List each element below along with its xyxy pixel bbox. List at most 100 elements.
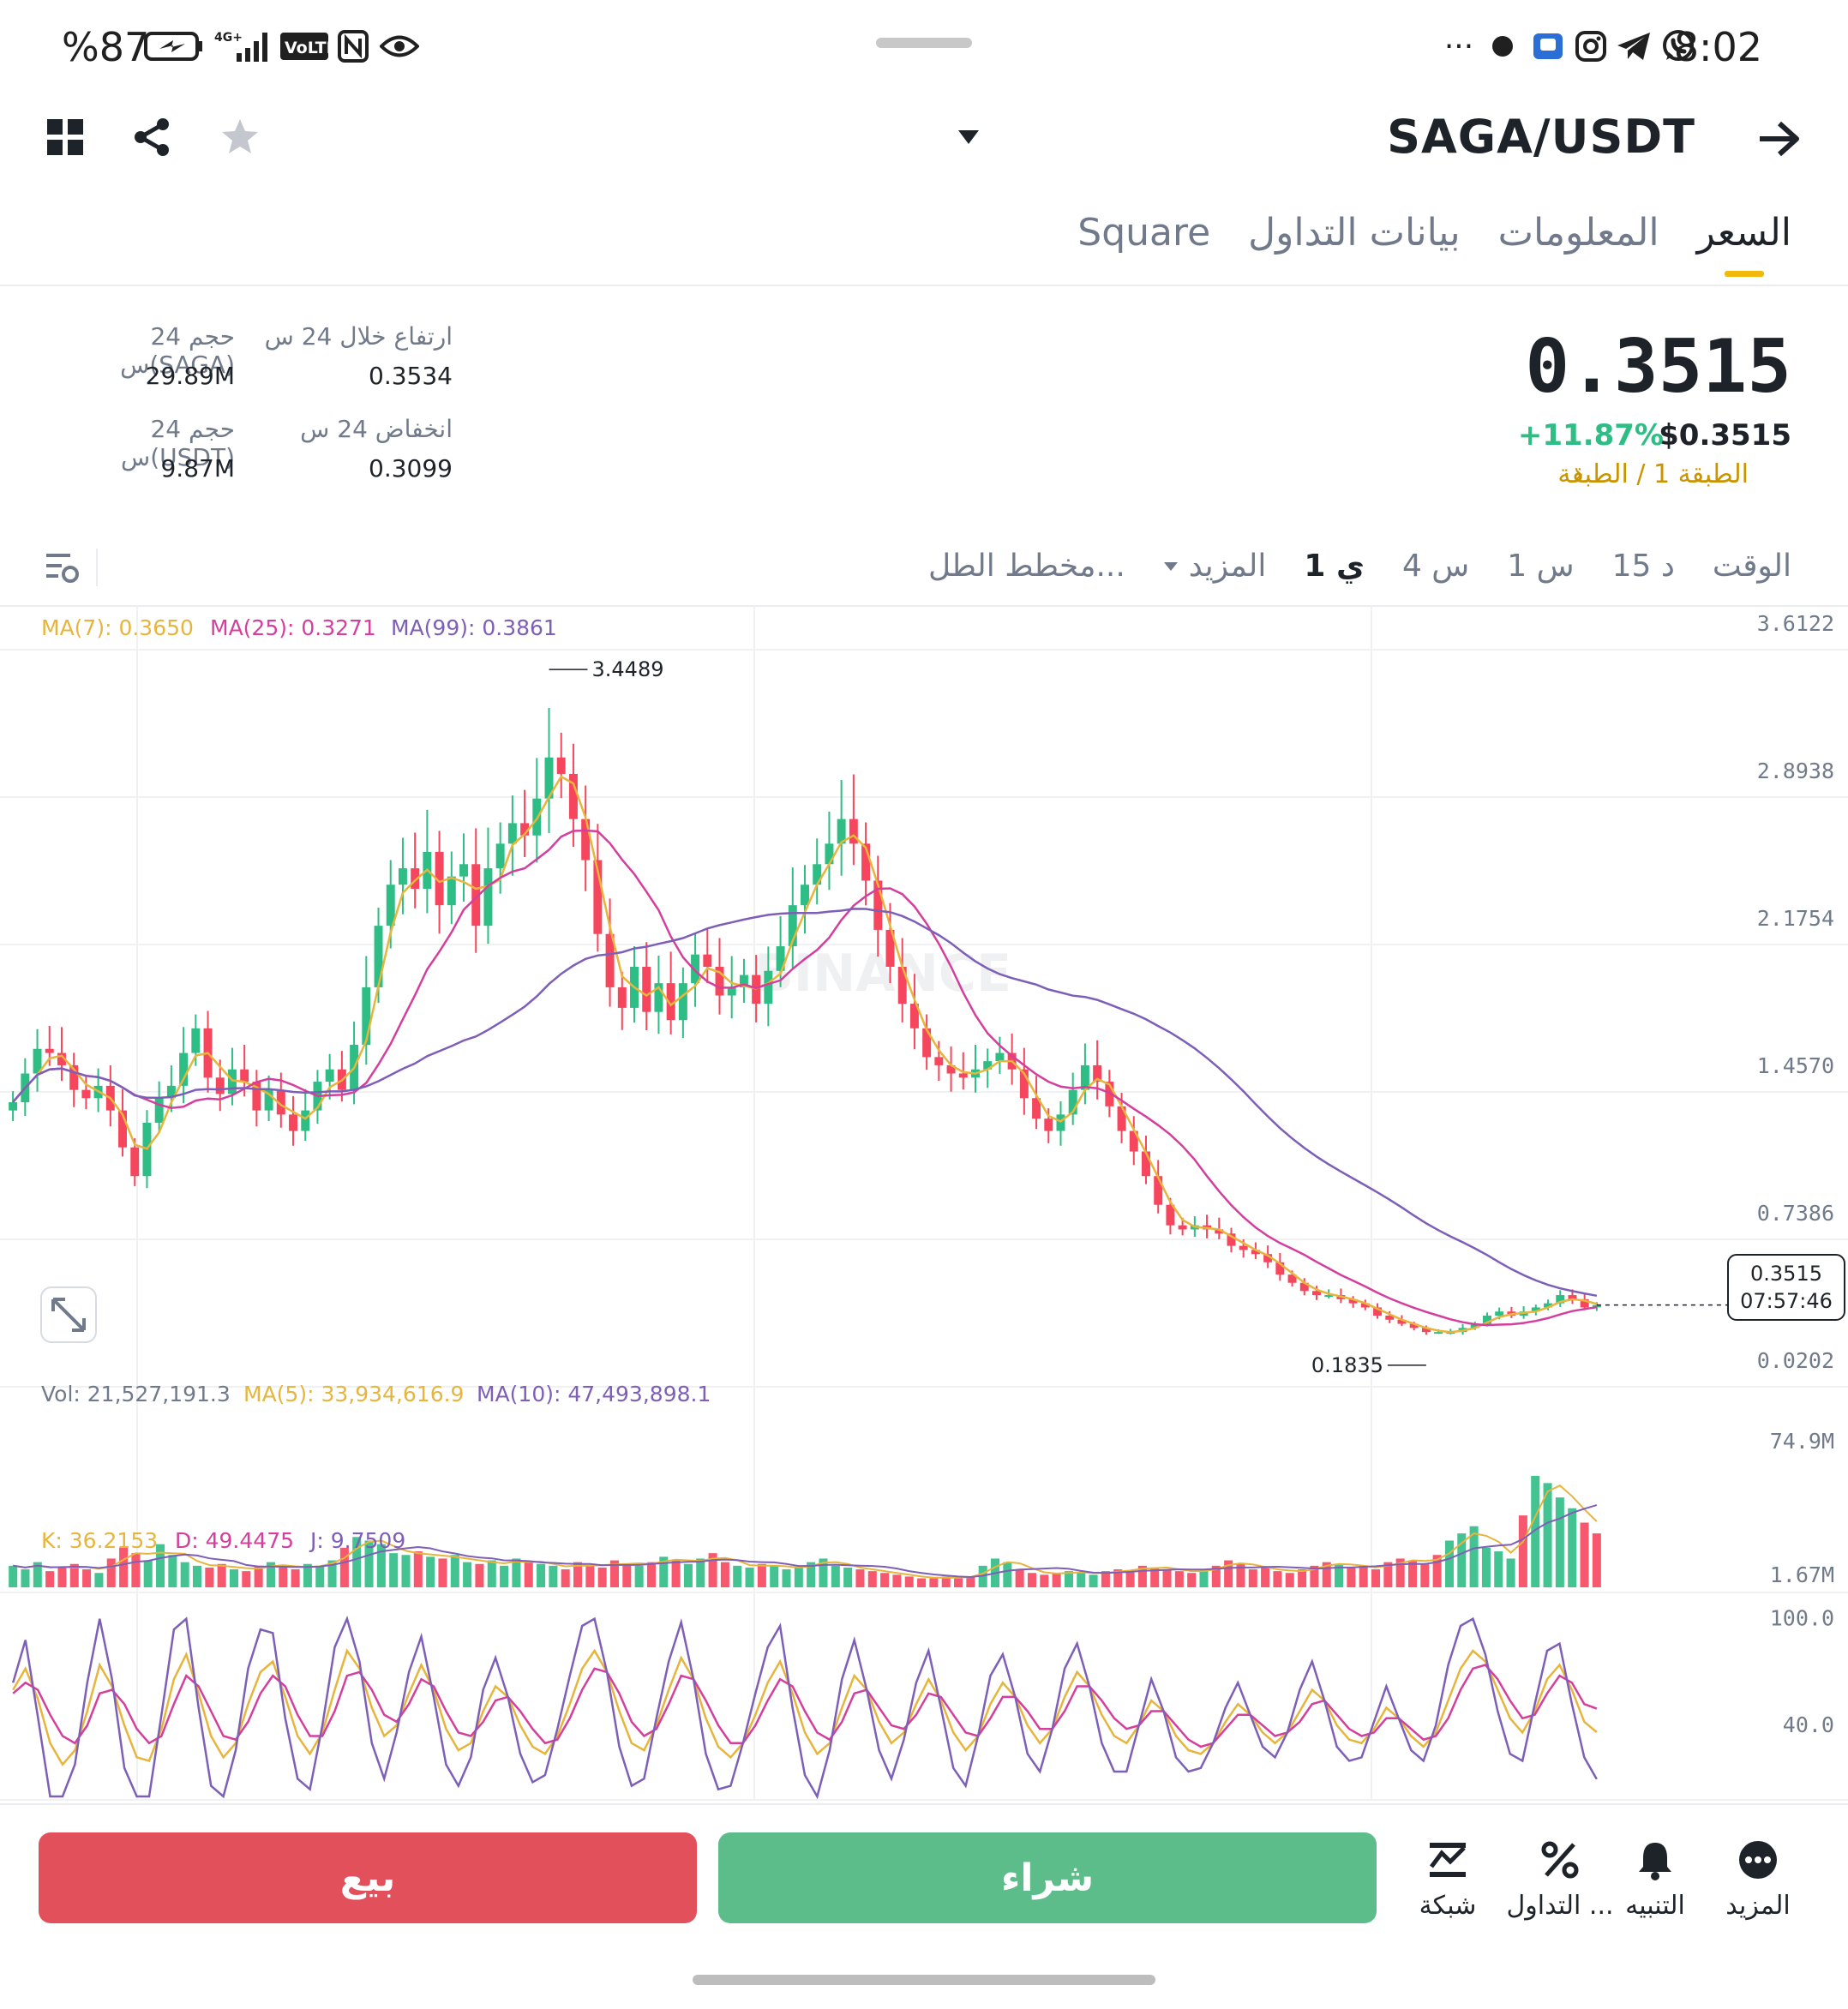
candle-body bbox=[240, 1069, 249, 1082]
tab-info[interactable]: المعلومات bbox=[1497, 211, 1659, 255]
nav-grid[interactable]: شبكة bbox=[1401, 1834, 1495, 1921]
notch-pill bbox=[876, 38, 972, 48]
candle-body bbox=[1227, 1233, 1236, 1246]
candle-body bbox=[1142, 1151, 1150, 1177]
candle-body bbox=[861, 843, 871, 881]
candle-body bbox=[276, 1089, 285, 1115]
candle-body bbox=[1531, 1307, 1540, 1312]
volume-bar bbox=[339, 1547, 349, 1587]
bell-icon bbox=[1636, 1834, 1674, 1886]
candle-body bbox=[1421, 1328, 1431, 1333]
tab-square[interactable]: Square bbox=[1077, 211, 1211, 255]
volume-bar bbox=[1162, 1569, 1172, 1587]
volume-bar bbox=[917, 1578, 927, 1587]
kdj-axis-tick: 100.0 bbox=[1770, 1606, 1834, 1631]
volume-bar bbox=[1494, 1551, 1503, 1587]
buy-button[interactable]: شراء bbox=[718, 1832, 1377, 1923]
candle-body bbox=[1068, 1089, 1077, 1115]
candle-body bbox=[1154, 1176, 1163, 1205]
volume-bar bbox=[597, 1567, 607, 1587]
interval-more-label: المزيد bbox=[1188, 549, 1267, 584]
candle-body bbox=[325, 1069, 334, 1082]
volume-bar bbox=[205, 1567, 214, 1587]
volume-bar bbox=[352, 1537, 362, 1587]
volume-bar bbox=[106, 1558, 116, 1587]
caret-down-icon[interactable] bbox=[957, 129, 981, 149]
volume-bar bbox=[1407, 1560, 1418, 1587]
volume-bar bbox=[659, 1556, 669, 1587]
chart-settings-icon[interactable] bbox=[43, 549, 81, 590]
volume-bar bbox=[1322, 1562, 1331, 1587]
candle-body bbox=[1373, 1307, 1383, 1316]
candle-body bbox=[556, 757, 566, 774]
grid-icon[interactable] bbox=[39, 111, 91, 163]
volume-bar bbox=[843, 1567, 853, 1587]
interval-1h[interactable]: 1 س bbox=[1507, 549, 1575, 584]
nav-more-label: المزيد bbox=[1725, 1891, 1791, 1921]
sell-button[interactable]: بيع bbox=[39, 1832, 697, 1923]
volume-bar bbox=[376, 1544, 386, 1587]
interval-15m[interactable]: 15 د bbox=[1611, 549, 1675, 584]
kdj-j-line bbox=[12, 1616, 1598, 1800]
candle-body bbox=[227, 1069, 237, 1094]
candle-body bbox=[995, 1052, 1005, 1062]
candle-body bbox=[520, 823, 530, 836]
interval-more[interactable]: المزيد bbox=[1163, 549, 1267, 584]
volume-bar bbox=[585, 1565, 595, 1587]
star-icon[interactable] bbox=[214, 111, 266, 163]
countdown: 07:57:46 bbox=[1740, 1289, 1833, 1313]
volume-bar bbox=[807, 1562, 816, 1587]
volume-bar bbox=[1101, 1571, 1110, 1587]
price-axis-tick: 1.4570 bbox=[1757, 1053, 1834, 1078]
arrow-right-icon[interactable] bbox=[1757, 120, 1800, 161]
volume-bar bbox=[131, 1553, 141, 1587]
tier-chevron[interactable]: › bbox=[1574, 459, 1584, 489]
tab-trading-data[interactable]: بيانات التداول bbox=[1248, 211, 1461, 255]
nav-alert-label: التنبيه bbox=[1625, 1891, 1685, 1921]
volume-bar bbox=[364, 1540, 374, 1587]
tier-link[interactable]: الطبقة 1 / الطبقة bbox=[1557, 459, 1749, 489]
volume-bar bbox=[819, 1558, 828, 1587]
volume-bar bbox=[9, 1565, 18, 1587]
interval-1d[interactable]: 1 ي bbox=[1304, 549, 1365, 584]
nav-alert[interactable]: التنبيه bbox=[1608, 1834, 1702, 1921]
share-icon[interactable] bbox=[127, 111, 178, 163]
volume-bar bbox=[33, 1562, 42, 1587]
candle-body bbox=[678, 983, 687, 1021]
nav-more[interactable]: المزيد bbox=[1711, 1834, 1805, 1921]
last-price-tag: 0.3515 07:57:46 bbox=[1727, 1254, 1845, 1321]
nav-trading[interactable]: التداول ... bbox=[1505, 1834, 1615, 1921]
volume-bar bbox=[929, 1578, 939, 1587]
high-value: 0.3534 bbox=[369, 362, 453, 390]
battery-saver-icon bbox=[144, 29, 204, 63]
volume-bar bbox=[512, 1558, 521, 1587]
kline-chart[interactable]: BINANCE 3.6122 2.8938 2.1754 1.4570 0.7386 0.… bbox=[0, 605, 1848, 1805]
kdj-d-line bbox=[12, 1664, 1598, 1748]
volume-bar bbox=[180, 1562, 189, 1587]
interval-time-label[interactable]: الوقت bbox=[1712, 549, 1791, 584]
candle-body bbox=[1287, 1274, 1297, 1283]
candle-body bbox=[946, 1064, 956, 1074]
depth-chart-tab[interactable]: مخطط الطل... bbox=[928, 549, 1125, 584]
volume-bar bbox=[831, 1565, 840, 1587]
volume-bar bbox=[549, 1565, 558, 1587]
expand-chart-button[interactable] bbox=[40, 1286, 97, 1343]
candle-body bbox=[179, 1052, 189, 1086]
candle-body bbox=[958, 1073, 968, 1078]
settings-divider bbox=[96, 549, 98, 586]
candle-body bbox=[897, 966, 907, 1004]
candle-body bbox=[1544, 1303, 1553, 1308]
tab-price[interactable]: السعر bbox=[1697, 211, 1791, 275]
candle-body bbox=[1299, 1282, 1309, 1292]
candle-body bbox=[825, 843, 834, 865]
vol-legend: Vol: 21,527,191.3 bbox=[41, 1382, 231, 1406]
candle-body bbox=[1360, 1303, 1370, 1308]
volume-bar bbox=[254, 1565, 263, 1587]
vol-usdt-label: حجم 24 س(USDT) bbox=[121, 415, 235, 471]
interval-4h[interactable]: 4 س bbox=[1401, 549, 1470, 584]
candle-body bbox=[691, 954, 700, 984]
kdj-j-legend: J: 9.7509 bbox=[309, 1528, 405, 1553]
more-circle-icon bbox=[1737, 1834, 1779, 1886]
volume-bar bbox=[1199, 1569, 1209, 1587]
pair-title[interactable]: SAGA/USDT bbox=[1387, 110, 1695, 164]
